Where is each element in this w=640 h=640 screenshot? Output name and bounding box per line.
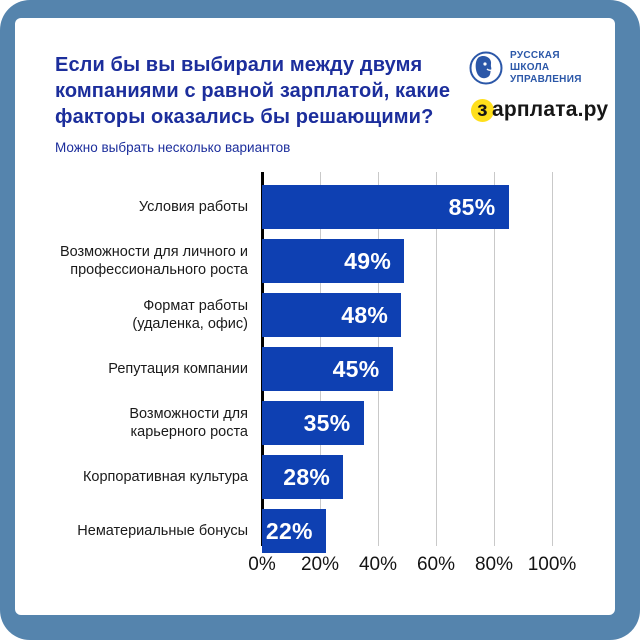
bar-value-label: 49% <box>344 247 392 274</box>
chart-row: Репутация компании 45% <box>15 342 615 396</box>
zarplata-logo-text: арплата.ру <box>492 98 609 121</box>
chart-subtitle: Можно выбрать несколько вариантов <box>55 140 291 155</box>
bar-value-label: 45% <box>332 355 380 382</box>
category-label: Репутация компании <box>108 361 248 377</box>
chart-title-line: Если бы вы выбирали между двумя <box>55 54 423 76</box>
bar: 45% <box>262 347 393 391</box>
category-label: Возможности для карьерного роста <box>129 406 248 440</box>
bar: 28% <box>262 455 344 499</box>
gridline <box>494 172 495 546</box>
x-tick-label: 100% <box>527 554 577 575</box>
bar-track: 22% <box>262 509 615 553</box>
category-label: Корпоративная культура <box>82 469 248 485</box>
category-label: Условия работы <box>138 199 248 215</box>
category-label: Возможности для личного и профессиональн… <box>59 244 248 278</box>
bar-track: 35% <box>262 401 615 445</box>
rsu-logo: РУССКАЯ ШКОЛА УПРАВЛЕНИЯ <box>469 50 582 86</box>
rsu-face-icon <box>469 51 503 85</box>
bar-track: 28% <box>262 455 615 499</box>
zarplata-highlight-letter: з <box>471 98 494 122</box>
chart-row: Нематериальные бонусы 22% <box>15 504 615 558</box>
x-tick-label: 0% <box>248 554 276 575</box>
chart-row: Условия работы 85% <box>15 180 615 234</box>
bar-track: 85% <box>262 185 615 229</box>
x-tick-label: 80% <box>474 554 514 575</box>
bar-value-label: 85% <box>448 193 496 220</box>
bar: 22% <box>262 509 326 553</box>
category-label: Формат работы (удаленка, офис) <box>132 298 248 332</box>
chart-row: Возможности для карьерного роста 35% <box>15 396 615 450</box>
bar-value-label: 22% <box>265 517 313 544</box>
bar-track: 48% <box>262 293 615 337</box>
bar: 85% <box>262 185 509 229</box>
gridline <box>436 172 437 546</box>
bar: 35% <box>262 401 364 445</box>
chart-title-line: компаниями с равной зарплатой, какие <box>55 80 451 102</box>
chart-row: Формат работы (удаленка, офис) 48% <box>15 288 615 342</box>
bar-value-label: 48% <box>341 301 389 328</box>
chart-rows: Условия работы 85% Возможности для лично… <box>15 180 615 558</box>
x-tick-label: 60% <box>416 554 456 575</box>
gridline <box>552 172 553 546</box>
x-tick-label: 20% <box>300 554 340 575</box>
chart-row: Возможности для личного и профессиональн… <box>15 234 615 288</box>
bar-track: 45% <box>262 347 615 391</box>
chart-title-line: факторы оказались бы решающими? <box>55 106 434 128</box>
logos: РУССКАЯ ШКОЛА УПРАВЛЕНИЯ з арплата.ру <box>469 50 608 122</box>
chart-title: Если бы вы выбирали между двумя компания… <box>55 52 467 130</box>
x-tick-label: 40% <box>358 554 398 575</box>
bar-chart: Условия работы 85% Возможности для лично… <box>15 172 615 592</box>
bar-value-label: 28% <box>283 463 331 490</box>
title-block: Если бы вы выбирали между двумя компания… <box>55 52 467 155</box>
bar: 48% <box>262 293 402 337</box>
rsu-logo-text: РУССКАЯ ШКОЛА УПРАВЛЕНИЯ <box>510 50 582 85</box>
bar-value-label: 35% <box>303 409 351 436</box>
infographic-card: Если бы вы выбирали между двумя компания… <box>15 18 615 615</box>
bar: 49% <box>262 239 405 283</box>
chart-row: Корпоративная культура 28% <box>15 450 615 504</box>
zarplata-logo: з арплата.ру <box>471 98 608 122</box>
header: Если бы вы выбирали между двумя компания… <box>55 50 608 155</box>
bar-track: 49% <box>262 239 615 283</box>
category-label: Нематериальные бонусы <box>77 523 248 539</box>
